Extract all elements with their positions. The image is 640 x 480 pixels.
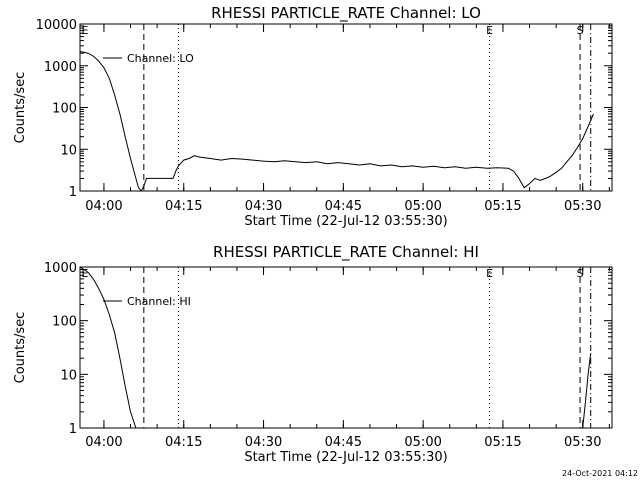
y-tick-label: 1 [69,422,77,437]
y-tick-label: 1000 [44,60,77,75]
series-line [79,266,137,429]
y-tick-label: 1000 [44,261,77,276]
series-line [79,51,594,192]
x-tick-label: 04:15 [165,435,202,450]
x-tick-label: 05:15 [484,199,521,214]
marker-label: E [82,24,89,37]
marker-label: S [577,267,584,280]
plot-frame [79,266,613,429]
y-tick-label: 10000 [36,18,77,33]
chart-title: RHESSI PARTICLE_RATE Channel: HI [213,243,479,262]
x-tick-label: 04:30 [245,199,282,214]
x-tick-label: 05:30 [564,199,601,214]
legend-label: Channel: LO [127,52,194,65]
legend-label: Channel: HI [127,295,191,308]
y-tick-label: 10 [60,143,77,158]
x-tick-label: 04:45 [325,199,362,214]
x-tick-label: 04:15 [165,199,202,214]
marker-label: E [82,267,89,280]
panel-1: RHESSI PARTICLE_RATE Channel: LO 1 10 100 10… [13,4,613,229]
chart-title: RHESSI PARTICLE_RATE Channel: LO [211,4,481,23]
y-tick-label: 100 [52,315,77,330]
panel-2: RHESSI PARTICLE_RATE Channel: HI 1 10 100 10… [13,243,613,465]
x-tick-label: 04:00 [85,199,122,214]
x-tick-label: 04:00 [85,435,122,450]
x-tick-label: 05:15 [484,435,521,450]
x-axis-label: Start Time (22-Jul-12 03:55:30) [244,214,447,229]
y-tick-label: 10 [60,368,77,383]
series-line [582,352,592,429]
x-axis-label: Start Time (22-Jul-12 03:55:30) [244,450,447,465]
marker-label: E [486,267,493,280]
marker-label: S [577,24,584,37]
y-tick-label: 100 [52,102,77,117]
y-axis-label: Counts/sec [13,72,28,144]
x-tick-label: 05:00 [404,435,441,450]
plot-frame [79,23,613,192]
x-tick-label: 05:00 [404,199,441,214]
x-tick-label: 04:30 [245,435,282,450]
x-tick-label: 05:30 [564,435,601,450]
y-tick-label: 1 [69,185,77,200]
timestamp-label: 24-Oct-2021 04:12 [562,469,638,478]
marker-label: E [486,24,493,37]
y-axis-label: Counts/sec [13,312,28,384]
x-tick-label: 04:45 [325,435,362,450]
